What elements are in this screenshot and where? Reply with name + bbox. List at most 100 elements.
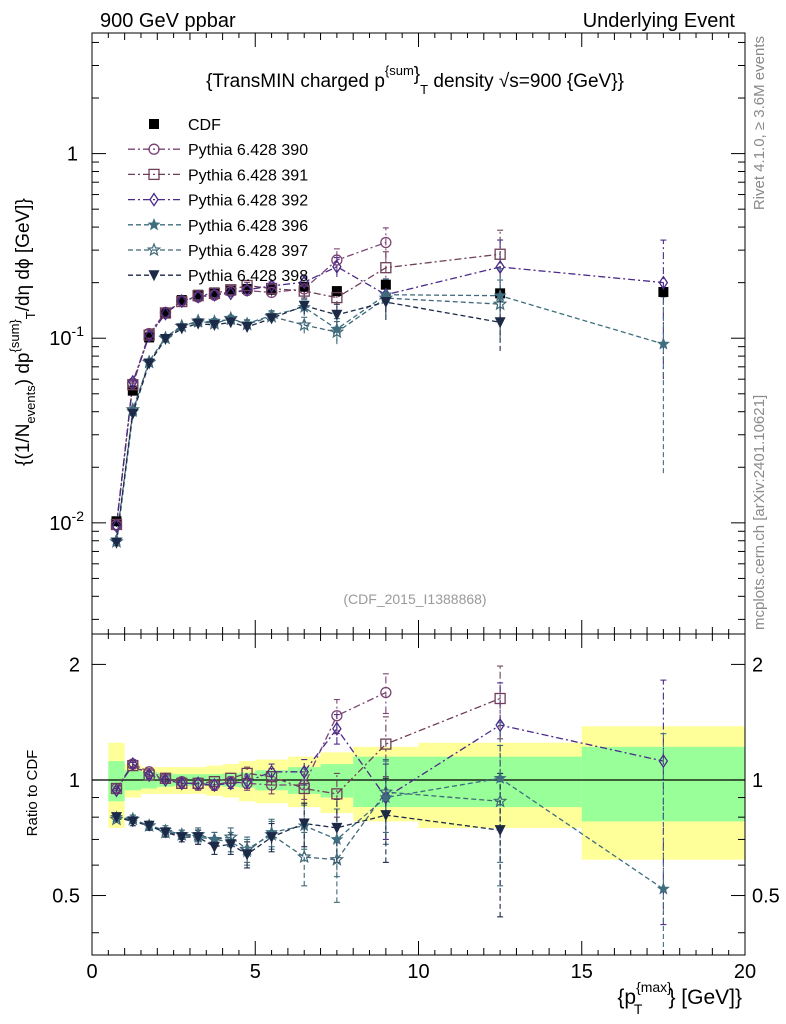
legend-item: Pythia 6.428 396 [128,218,308,235]
series-marker-3 [128,374,138,390]
ratio-marker-6 [298,818,310,830]
series-marker-6 [143,358,155,370]
series-line-5 [115,297,501,542]
side-label-bottom: mcplots.cern.ch [arXiv:2401.10621] [751,395,768,630]
ratio-y-tick-label: 1 [69,770,80,792]
ratio-marker-6 [143,820,155,832]
series-marker-5 [296,317,312,332]
ratio-marker-3 [266,764,277,780]
legend-item: Pythia 6.428 392 [128,192,308,210]
legend-label: Pythia 6.428 391 [188,167,308,184]
ratio-marker-3 [111,783,122,798]
ratio-y-axis-label: Ratio to CDF [24,750,41,837]
data-point-cdf [331,286,342,297]
series-marker-2 [241,279,253,292]
legend-label: CDF [188,117,221,134]
ratio-marker-4 [330,832,344,845]
legend-item: Pythia 6.428 398 [128,268,308,285]
ratio-marker-3 [242,774,252,789]
data-point-cdf [380,279,391,290]
ratio-marker-2 [331,788,343,800]
data-point-cdf [209,287,220,298]
ratio-marker-3 [225,776,236,791]
ratio-marker-1 [380,686,392,699]
tick-base: 10 [49,328,71,350]
series-marker-2 [298,285,310,297]
analysis-label: (CDF_2015_I1388868) [343,591,486,607]
ratio-marker-3 [177,776,187,791]
xlabel-part-3: T [634,1001,643,1017]
x-tick-label: 10 [407,961,429,983]
ratio-marker-5 [492,793,508,808]
series-line-6 [115,301,501,543]
data-point-cdf [144,332,155,343]
series-line-4 [115,294,664,540]
series-marker-6 [331,309,343,321]
chart-title: {TransMIN charged p{sum}T density √s=900… [206,63,624,97]
data-point-cdf [193,289,204,300]
series-marker-6 [380,297,392,309]
series-marker-1 [331,254,343,266]
series-marker-4 [330,322,344,335]
series-marker-5 [492,296,508,311]
data-point-cdf [160,308,171,319]
ratio-marker-6 [266,832,278,844]
ylabel-part-6: /dη dϕ [GeV]} [13,198,34,311]
legend-marker-3 [149,192,159,207]
series-marker-6 [110,537,122,549]
ratio-marker-6 [110,812,122,824]
x-tick-label: 0 [86,961,97,983]
series-marker-3 [242,282,252,297]
legend-marker-6 [148,270,160,282]
series-marker-6 [159,334,171,346]
series-marker-3 [177,293,187,309]
title-part-close: } [414,64,420,85]
series-marker-6 [208,319,220,331]
main-y-axis-label: {(1/Nevents) dp{sum}T/dη dϕ [GeV]} [7,198,38,466]
legend-label: Pythia 6.428 397 [188,243,308,260]
ratio-marker-4 [493,771,507,784]
title-part-b: density √s=900 {GeV}} [428,71,624,92]
data-point-cdf [127,385,138,396]
series-line-3 [115,265,664,527]
xlabel-part-1: {p [617,986,636,1009]
header-right: Underlying Event [583,10,736,32]
ratio-marker-3 [193,776,203,791]
main-y-tick-label: 10-2 [49,508,84,535]
ratio-marker-3 [299,764,310,780]
series-marker-2 [494,248,506,260]
ratio-marker-3 [144,767,154,783]
legend-label: Pythia 6.428 398 [188,268,308,285]
ratio-y-tick-label-right: 1 [752,770,763,792]
side-label-top: Rivet 4.1.0, ≥ 3.6M events [751,36,768,210]
ratio-marker-2 [265,771,278,783]
ratio-marker-6 [241,849,253,861]
ratio-marker-2 [380,738,392,750]
ratio-marker-3 [332,721,342,736]
series-marker-3 [299,275,310,290]
ratio-marker-6 [331,822,343,834]
x-axis-label: {p{max} T} [GeV]} [617,979,742,1017]
ratio-marker-3 [658,753,669,769]
ratio-marker-3 [160,772,171,788]
ylabel-part-4: {sum} [7,319,22,353]
ratio-marker-3 [495,717,505,733]
legend-marker-cdf [149,119,159,129]
ratio-marker-6 [494,825,506,837]
legend-marker-1 [148,143,160,155]
series-marker-6 [192,318,204,330]
series-marker-3 [209,287,220,302]
tick-base: 10 [49,513,71,535]
series-marker-3 [658,275,669,290]
ratio-y-tick-label-right: 0.5 [752,886,780,908]
ratio-marker-6 [159,827,171,839]
ratio-marker-5 [296,849,312,864]
legend-marker-2 [148,168,160,181]
ratio-marker-3 [128,756,138,772]
ratio-plot [92,665,745,956]
main-plot [109,227,670,549]
series-marker-3 [193,289,203,304]
ratio-marker-2 [494,692,506,705]
series-marker-3 [160,306,171,321]
legend-marker-5 [146,242,162,257]
